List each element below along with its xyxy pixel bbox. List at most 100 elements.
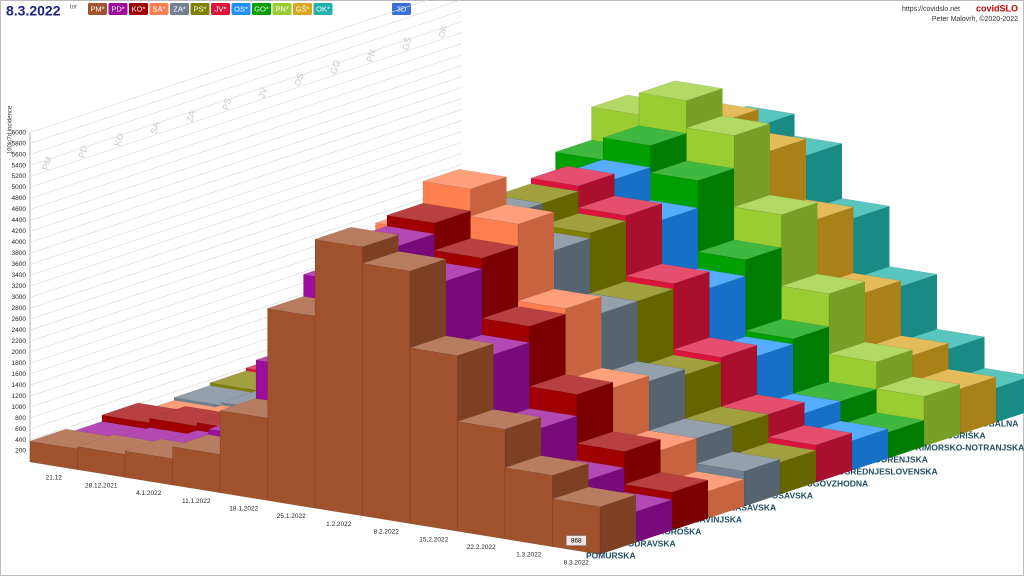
column-top-shade [410, 335, 494, 356]
grid-line [29, 174, 463, 320]
toggle-button[interactable] [211, 3, 230, 15]
column-top-shade [696, 451, 780, 472]
column-top [530, 165, 615, 187]
column-side [960, 376, 996, 435]
series-label: OBALNA [982, 419, 1018, 429]
y-tick-label: 200 [15, 448, 26, 455]
column-top [720, 394, 805, 415]
column-top [576, 431, 661, 452]
column-side-shade [708, 479, 744, 519]
y-tick-label: 5600 [12, 151, 27, 158]
toggle-button-label[interactable]: ZA* [173, 4, 186, 13]
column-side-shade [600, 494, 636, 555]
column-top [624, 472, 709, 493]
site-url[interactable]: https://covidslo.net [902, 6, 960, 13]
column-top-shade [626, 263, 710, 284]
toggle-button-label[interactable]: PN* [275, 4, 288, 13]
column-top [517, 288, 602, 309]
toggle-button[interactable] [88, 3, 107, 15]
column-top-shade [650, 160, 734, 181]
column-side-shade [852, 428, 888, 471]
series-label: GORENJSKA [874, 455, 928, 465]
toggle-button[interactable] [190, 3, 210, 15]
toggle-button-label[interactable]: GO* [254, 4, 269, 13]
y-tick-label: 5800 [12, 140, 27, 147]
wall-label: GO [329, 59, 342, 75]
y-tick-label: 4600 [12, 206, 27, 213]
column-top [314, 226, 399, 248]
toggle-button[interactable] [129, 3, 148, 15]
column [219, 410, 268, 501]
toggle-button-label[interactable]: PM* [90, 4, 104, 13]
column-side-shade [636, 499, 672, 543]
grid-line [29, 163, 463, 309]
y-tick-label: 1800 [12, 360, 27, 367]
column-side-shade [780, 450, 816, 495]
toggle-button-label[interactable]: GŠ* [296, 4, 310, 13]
toggle-button[interactable] [293, 3, 312, 15]
column-top-shade [174, 385, 258, 406]
y-tick-label: 2800 [12, 305, 27, 312]
y-tick-label: 5000 [12, 184, 27, 191]
column-side [924, 384, 960, 447]
x-tick-label: 18.1.2022 [229, 506, 258, 513]
series-label: POMURSKA [586, 551, 636, 561]
toggle-button-label[interactable]: OS* [234, 4, 248, 13]
column-top [696, 451, 781, 472]
y-tick-label: 3200 [12, 283, 27, 290]
toggle-button[interactable] [149, 3, 169, 15]
column-side [888, 420, 924, 459]
column-top-shade [876, 376, 960, 397]
y-tick-label: 4800 [12, 195, 27, 202]
column-top [422, 168, 507, 190]
column-side-shade [924, 384, 960, 447]
grid-line [29, 0, 462, 144]
author: Peter Malovrh, ©2020-2022 [932, 15, 1018, 23]
toggle-button-label[interactable]: OK* [316, 4, 330, 13]
toggle-button-label[interactable]: SA* [153, 4, 166, 13]
toggle-button[interactable] [313, 3, 333, 15]
grid-line [29, 21, 463, 166]
column-top-shade [552, 487, 636, 507]
column-top-shade [624, 472, 708, 493]
y-tick-label: 6000 [12, 129, 27, 136]
column-top [733, 194, 818, 215]
column-top [638, 80, 723, 101]
y-axis-label: 100k/7d incidence [8, 105, 14, 154]
column-top [504, 455, 589, 476]
y-tick-label: 3400 [12, 272, 27, 279]
toggle-button-label[interactable]: PD* [111, 4, 124, 13]
column-top [673, 337, 758, 358]
column-top-shade [685, 406, 769, 427]
column-top [552, 486, 637, 508]
series-label: GORIŠKA [946, 430, 986, 441]
brand: covidSLO [976, 3, 1018, 13]
grid-line [29, 141, 463, 287]
toggle-button[interactable] [252, 3, 271, 15]
y-tick-label: 2600 [12, 316, 27, 323]
column-top [529, 374, 614, 395]
y-tick-label: 800 [15, 415, 26, 422]
toggle-button[interactable] [272, 3, 292, 15]
column-top [697, 239, 782, 260]
series-label: SAVINJSKA [694, 515, 742, 525]
column-top-shade [531, 166, 615, 186]
column [457, 421, 506, 540]
y-tick-label: 600 [15, 426, 26, 433]
toggle-button-label[interactable]: JV* [215, 4, 227, 13]
chart-title: 8.3.2022 [6, 3, 61, 19]
toggle-button-label[interactable]: PS* [194, 4, 207, 13]
toggle-button[interactable] [170, 3, 189, 15]
x-tick-label: 8.2.2022 [374, 529, 400, 536]
toggle-button[interactable] [231, 3, 251, 15]
column-top [578, 195, 663, 216]
toggle-button[interactable] [108, 3, 128, 15]
column-top [409, 335, 494, 356]
column-top-shade [505, 455, 589, 476]
y-tick-label: 3600 [12, 261, 27, 268]
grid-line [29, 120, 463, 265]
toggle-button-label[interactable]: KO* [132, 4, 146, 13]
column-top-shade [590, 281, 674, 302]
wall-label: GŠ [401, 36, 414, 51]
column-side [780, 450, 816, 495]
